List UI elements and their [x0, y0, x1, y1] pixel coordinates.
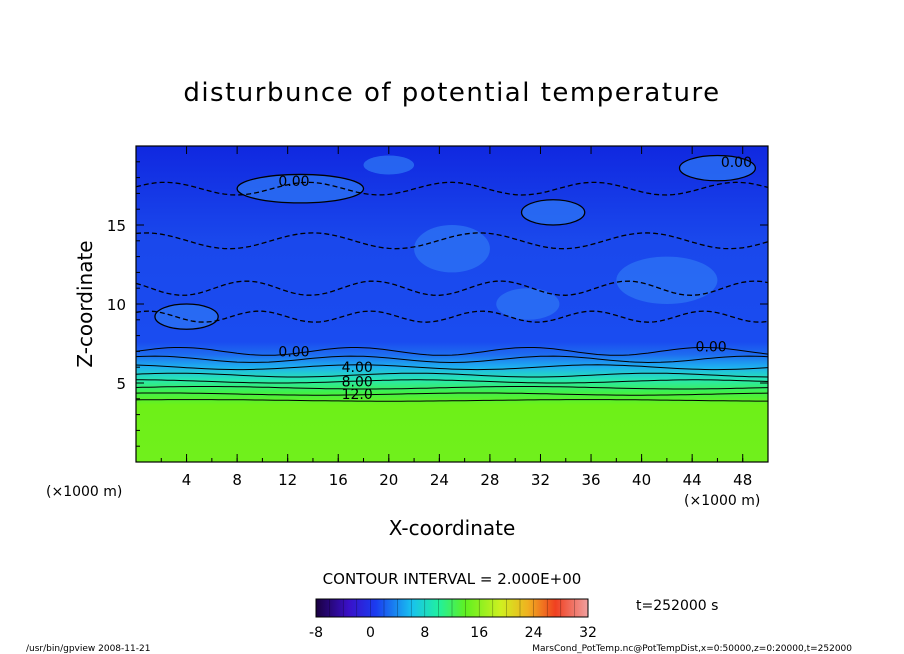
field-blobs: [154, 155, 756, 330]
x-unit-right: (×1000 m): [684, 493, 760, 509]
y-tick-label: 5: [116, 375, 126, 393]
footer-left: /usr/bin/gpview 2008-11-21: [26, 644, 150, 654]
contour-label: 0.00: [278, 174, 309, 190]
contour-label: 0.00: [278, 344, 309, 360]
contour-line: [154, 303, 219, 330]
colorbar-tick-label: 16: [470, 625, 488, 641]
x-tick-label: 28: [480, 471, 499, 489]
y-tick-label: 10: [107, 296, 126, 314]
x-tick-label: 40: [632, 471, 651, 489]
y-tick-label: 15: [107, 217, 126, 235]
contour-line: [136, 392, 768, 396]
x-tick-label: 24: [430, 471, 449, 489]
contour-line: [236, 173, 365, 204]
x-tick-label: 36: [581, 471, 600, 489]
contour-line: [678, 154, 757, 182]
contour-line: [136, 347, 768, 356]
contour-label: 12.0: [342, 387, 373, 403]
contour-lines: [136, 154, 768, 402]
colorbar-tick-labels: -8 0 8 16 24 32: [309, 625, 597, 641]
light-patch: [496, 288, 560, 320]
light-patch: [154, 304, 219, 330]
contour-line: [136, 399, 768, 402]
x-tick-label: 44: [683, 471, 702, 489]
time-label: t=252000 s: [636, 598, 718, 614]
contour-line: [136, 280, 768, 296]
x-tick-label: 12: [278, 471, 297, 489]
contour-label: 0.00: [696, 340, 727, 356]
contour-line: [136, 355, 768, 364]
contour-line: [136, 379, 768, 384]
contour-interval-text: CONTOUR INTERVAL = 2.000E+00: [323, 570, 582, 588]
x-tick-label: 8: [232, 471, 242, 489]
x-unit-left: (×1000 m): [46, 484, 122, 500]
light-patch: [414, 225, 490, 273]
contour-line: [520, 199, 586, 226]
x-tick-label: 32: [531, 471, 550, 489]
contour-line: [136, 372, 768, 378]
y-axis-label: Z-coordinate: [73, 240, 97, 367]
contour-line: [136, 232, 768, 250]
contour-line: [136, 364, 768, 371]
contour-line: [136, 181, 768, 196]
colorbar-tick-label: 32: [579, 625, 597, 641]
colorbar: -8 0 8 16 24 32: [309, 598, 597, 641]
colorbar-tick-label: 8: [420, 625, 429, 641]
light-patch: [363, 155, 415, 175]
x-tick-label: 20: [379, 471, 398, 489]
x-axis-label: X-coordinate: [389, 516, 516, 540]
light-patch: [616, 256, 718, 304]
x-axis-ticks: 4 8 12 16 20 24 28 32 36 40 44 48: [135, 146, 769, 489]
contour-line: [136, 310, 768, 323]
colorbar-tick-label: 0: [366, 625, 375, 641]
chart-title: disturbunce of potential temperature: [183, 78, 720, 108]
contour-line: [136, 386, 768, 390]
y-axis-ticks: 5 10 15: [107, 145, 768, 463]
contour-label: 8.00: [342, 374, 373, 390]
contour-label: 4.00: [342, 360, 373, 376]
colorbar-tick-label: -8: [309, 625, 323, 641]
footer-right: MarsCond_PotTemp.nc@PotTempDist,x=0:5000…: [532, 644, 852, 654]
colorbar-tick-label: 24: [525, 625, 543, 641]
light-patch: [521, 199, 585, 225]
colorbar-divisions: [329, 599, 575, 617]
light-patch: [679, 155, 756, 181]
contour-label: 0.00: [721, 155, 752, 171]
light-patch: [237, 174, 364, 203]
x-tick-label: 48: [733, 471, 752, 489]
temperature-field: [136, 146, 768, 462]
x-tick-label: 4: [182, 471, 192, 489]
x-tick-label: 16: [329, 471, 348, 489]
